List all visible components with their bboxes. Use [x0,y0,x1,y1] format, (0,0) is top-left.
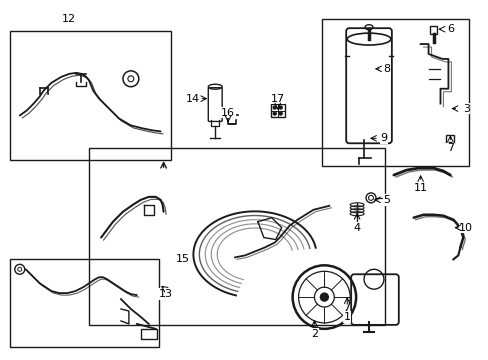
Bar [322,19,468,166]
Text: 11: 11 [413,183,427,193]
Text: 14: 14 [185,94,199,104]
Text: 12: 12 [62,14,76,24]
Bar [10,260,158,347]
Text: 7: 7 [446,143,453,153]
Text: 9: 9 [380,133,386,143]
Circle shape [279,112,282,115]
Text: 15: 15 [175,255,189,264]
Bar [141,329,156,339]
Circle shape [273,112,276,115]
Circle shape [273,106,276,109]
Text: 13: 13 [158,289,172,299]
Bar [428,26,437,34]
Text: 10: 10 [458,222,472,233]
Bar [10,31,170,160]
Text: 16: 16 [221,108,235,117]
Text: 4: 4 [353,222,360,233]
Text: 1: 1 [343,312,350,322]
Text: 17: 17 [270,94,284,104]
Circle shape [279,106,282,109]
Text: 6: 6 [446,24,453,34]
Circle shape [320,293,327,301]
Text: 3: 3 [462,104,469,113]
Text: 5: 5 [383,195,389,205]
Bar [89,148,384,325]
Text: 2: 2 [310,329,317,339]
Bar [270,104,284,117]
Text: 8: 8 [383,64,389,74]
Bar [446,135,453,143]
